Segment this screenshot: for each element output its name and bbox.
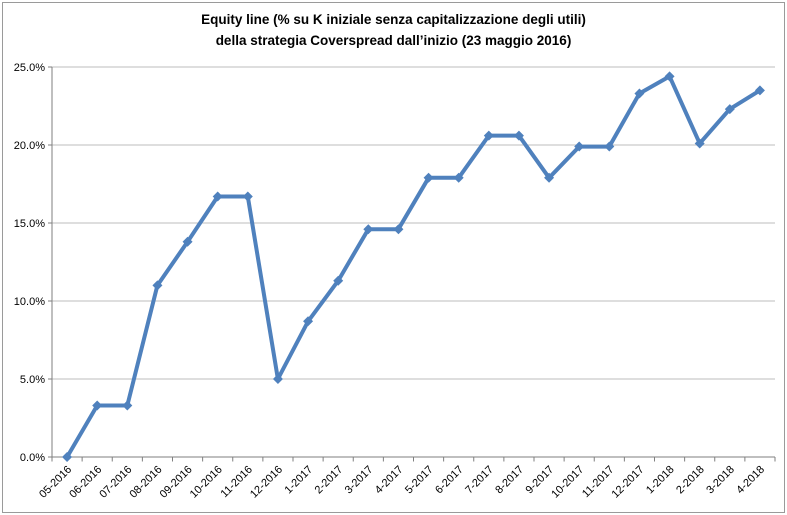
chart-title-line-2: della strategia Coverspread dall’inizio …	[215, 33, 572, 48]
data-point-marker	[694, 138, 705, 149]
x-axis-tick-label: 12-2016	[248, 464, 285, 501]
x-axis-tick-label: 7-2017	[463, 464, 496, 497]
x-axis-tick-label: 5-2017	[403, 464, 436, 497]
y-axis-tick-label: 5.0%	[20, 374, 45, 386]
data-point-marker	[272, 374, 283, 384]
x-axis-tick-label: 09-2016	[158, 464, 195, 501]
data-point-marker	[423, 172, 434, 183]
x-axis-tick-label: 8-2017	[493, 464, 526, 497]
x-axis-tick-label: 4-2017	[373, 464, 406, 497]
x-axis-tick-label: 3-2018	[704, 464, 737, 497]
data-point-marker	[62, 452, 73, 462]
x-axis-tick-label: 1-2018	[644, 464, 677, 497]
data-point-marker	[513, 130, 524, 141]
x-axis-tick-label: 4-2018	[734, 464, 767, 497]
y-axis-tick-label: 15.0%	[14, 218, 45, 230]
data-point-marker	[544, 172, 555, 183]
x-axis-tick-label: 6-2017	[433, 464, 466, 497]
x-axis-tick-label: 12-2017	[609, 464, 646, 501]
data-point-marker	[604, 141, 615, 152]
x-axis-tick-label: 06-2016	[67, 464, 104, 501]
data-point-marker	[724, 104, 735, 115]
y-axis-tick-label: 10.0%	[14, 296, 45, 308]
data-point-marker	[483, 130, 494, 141]
x-axis-tick-label: 3-2017	[343, 464, 376, 497]
data-point-marker	[634, 88, 645, 99]
chart-title: Equity line (% su K iniziale senza capit…	[0, 9, 787, 51]
data-point-marker	[363, 224, 374, 235]
data-point-marker	[333, 275, 344, 286]
x-axis-tick-label: 1-2017	[283, 464, 316, 497]
x-axis-tick-label: 05-2016	[37, 464, 74, 501]
y-axis-tick-label: 25.0%	[14, 62, 45, 74]
data-point-marker	[212, 191, 223, 202]
chart-title-line-1: Equity line (% su K iniziale senza capit…	[201, 12, 586, 27]
y-axis-tick-label: 20.0%	[14, 140, 45, 152]
data-point-marker	[453, 172, 464, 183]
equity-line-series	[65, 74, 762, 459]
y-axis-tick-label: 0.0%	[20, 452, 45, 464]
data-point-marker	[122, 400, 133, 411]
data-point-marker	[242, 191, 253, 202]
data-point-marker	[754, 85, 765, 96]
data-point-marker	[182, 236, 193, 247]
x-axis-tick-label: 10-2016	[188, 464, 225, 501]
data-point-marker	[92, 400, 103, 411]
data-point-marker	[152, 280, 163, 291]
data-point-marker	[574, 141, 585, 152]
x-axis-tick-label: 10-2017	[549, 464, 586, 501]
data-point-marker	[664, 71, 675, 82]
data-point-marker	[393, 224, 404, 235]
data-point-marker	[303, 316, 314, 327]
x-axis-tick-label: 2-2018	[674, 464, 707, 497]
x-axis-tick-label: 07-2016	[97, 464, 134, 501]
x-axis-tick-label: 2-2017	[313, 464, 346, 497]
x-axis-tick-label: 08-2016	[127, 464, 164, 501]
